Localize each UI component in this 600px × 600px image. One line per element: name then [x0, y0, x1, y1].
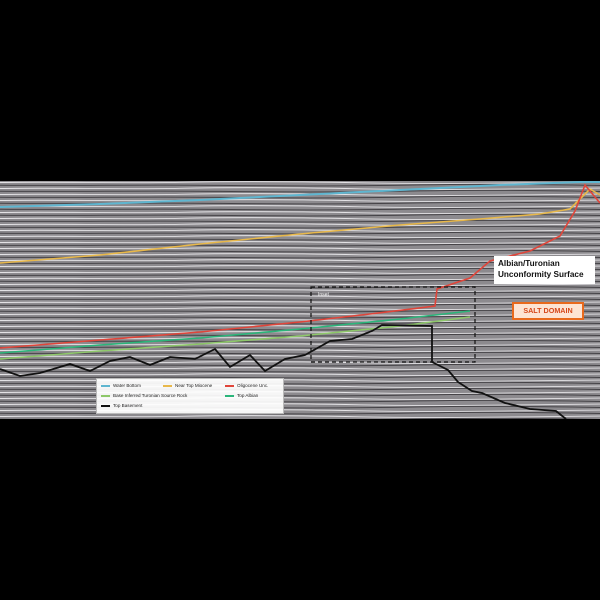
legend-item-top-basement: Top Basement — [101, 403, 143, 409]
top-albian-horizon — [0, 310, 471, 354]
legend-item-top-albian: Top Albian — [225, 393, 259, 399]
legend-swatch — [101, 405, 110, 408]
legend-swatch — [101, 385, 110, 388]
legend-swatch — [225, 385, 234, 388]
legend: Water Bottom Near Top Miocene Oligocene … — [96, 378, 284, 414]
legend-label: Base Inferred Turonian Source Rock — [113, 393, 188, 398]
legend-label: Oligocene Unc. — [237, 383, 269, 388]
inset-label: Inset — [318, 292, 329, 298]
legend-item-water-bottom: Water Bottom — [101, 383, 141, 389]
legend-swatch — [163, 385, 172, 388]
callout-line-2: Unconformity Surface — [498, 269, 584, 279]
top-basement-horizon — [0, 324, 567, 419]
water-bottom-horizon — [0, 181, 600, 208]
oligocene-unc-horizon — [0, 183, 600, 349]
near-top-miocene-horizon — [0, 187, 600, 264]
salt-domain-label: SALT DOMAIN — [512, 302, 584, 320]
legend-label: Near Top Miocene — [175, 383, 213, 388]
legend-swatch — [101, 395, 110, 398]
legend-swatch — [225, 395, 234, 398]
legend-label: Water Bottom — [113, 383, 141, 388]
legend-item-near-top-miocene: Near Top Miocene — [163, 383, 213, 389]
legend-item-oligocene-unc: Oligocene Unc. — [225, 383, 269, 389]
legend-label: Top Basement — [113, 403, 143, 408]
callout-line-1: Albian/Turonian — [498, 259, 560, 268]
legend-item-base-turonian: Base Inferred Turonian Source Rock — [101, 393, 188, 399]
legend-label: Top Albian — [237, 393, 259, 398]
unconformity-callout: Albian/Turonian Unconformity Surface — [494, 256, 595, 284]
seismic-section — [0, 181, 600, 419]
base-turonian-horizon — [0, 316, 471, 360]
